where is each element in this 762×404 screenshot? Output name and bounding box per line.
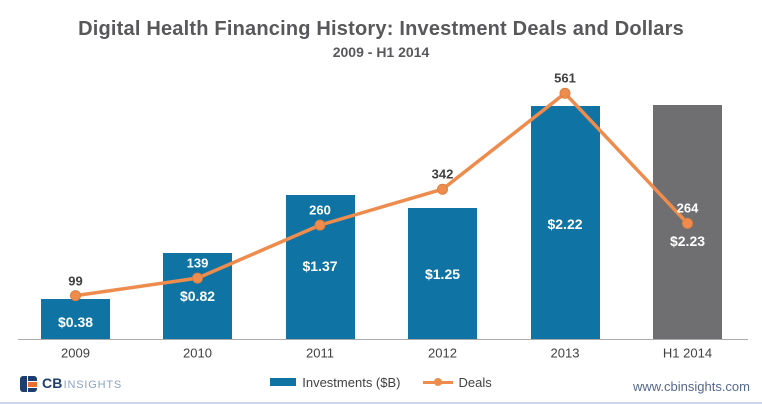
deals-line [73,91,690,298]
chart-subtitle: 2009 - H1 2014 [332,44,430,60]
bar-2012 [408,207,477,339]
deals-marker [437,183,448,195]
footer-divider [0,402,762,404]
bar-2013 [530,105,600,339]
investments-swatch-icon [270,378,297,386]
x-axis-label: 2010 [183,345,212,361]
bar-value-label: $0.38 [57,314,94,330]
deals-marker [682,217,693,229]
deals-marker [559,87,571,99]
deals-count-label: 99 [68,273,83,289]
legend-item-investments: Investments ($B) [270,374,401,390]
bar-value-label: $2.22 [547,216,583,232]
legend-item-deals: Deals [422,374,492,390]
x-axis-label: 2013 [550,345,580,361]
website-link[interactable]: www.cbinsights.com [632,379,750,394]
cbinsights-logo: CBINSIGHTS [20,375,122,393]
bar-value-label: $1.37 [302,258,338,274]
deals-line-icon [422,377,453,387]
deals-marker [70,290,81,302]
bar-value-label: $2.23 [669,233,706,249]
deals-count-label: 264 [676,200,699,216]
bar-value-label: $0.82 [179,288,216,304]
deals-count-label: 139 [186,255,209,271]
deals-count-label: 342 [431,166,454,182]
chart-title: Digital Health Financing History: Invest… [78,18,684,40]
bar-value-label: $1.25 [424,266,461,282]
deals-count-label: 561 [554,70,576,86]
deals-marker [314,219,326,231]
logo-insights-text: INSIGHTS [63,379,122,391]
bar-2009 [41,299,110,339]
x-axis-label: 2011 [306,345,334,361]
logo-cb-text: CB [42,375,63,391]
legend-investments-label: Investments ($B) [302,374,401,390]
x-axis-label: H1 2014 [662,345,713,361]
legend-deals-label: Deals [458,374,492,390]
x-axis-line [18,339,748,340]
x-axis-label: 2012 [428,345,457,361]
x-axis-label: 2009 [61,345,90,361]
cbinsights-logo-icon [20,376,38,392]
legend: Investments ($B) Deals [0,372,762,392]
deals-count-label: 260 [309,202,331,218]
deals-marker [192,272,203,284]
